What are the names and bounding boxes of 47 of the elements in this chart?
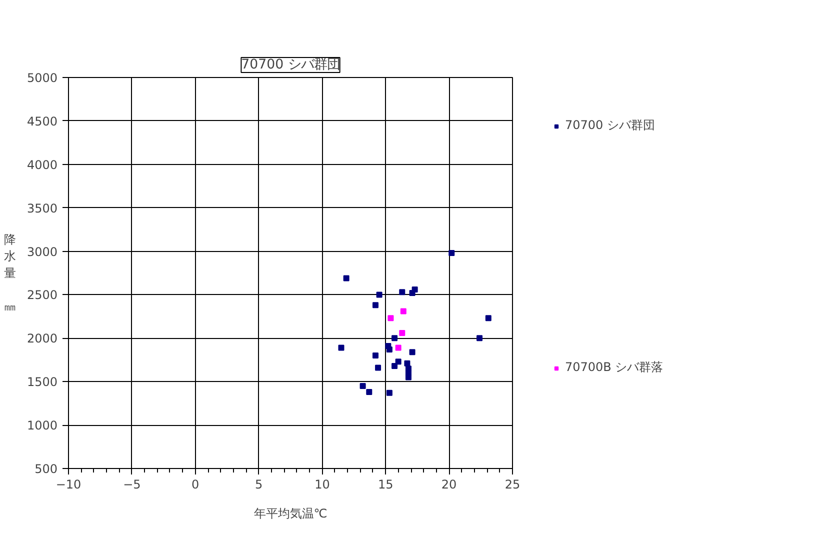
x-tick-label: 0 bbox=[192, 478, 200, 492]
x-tick-label: −5 bbox=[123, 478, 141, 492]
legend-label: 70700B シバ群落 bbox=[565, 359, 664, 376]
y-tick-label: 1000 bbox=[26, 418, 58, 433]
point bbox=[399, 289, 406, 296]
point bbox=[372, 352, 378, 359]
x-tick-label: 15 bbox=[378, 478, 394, 492]
x-tick-label: 10 bbox=[314, 478, 330, 492]
point bbox=[338, 344, 344, 351]
point bbox=[448, 250, 455, 256]
y-tick-label: 3000 bbox=[26, 244, 58, 259]
y-tick-label: 2500 bbox=[26, 288, 58, 302]
point bbox=[409, 349, 416, 356]
y-tick-label: 5000 bbox=[26, 71, 58, 85]
point bbox=[372, 302, 378, 308]
point bbox=[405, 374, 412, 380]
point bbox=[476, 335, 483, 342]
point bbox=[360, 382, 366, 389]
point bbox=[388, 315, 394, 322]
point bbox=[343, 275, 350, 282]
x-tick-label: 20 bbox=[441, 478, 457, 492]
text: 降水量㎜ bbox=[4, 232, 16, 314]
point bbox=[399, 330, 406, 336]
point bbox=[485, 315, 492, 322]
x-axis-title: 年平均気温℃ bbox=[254, 506, 328, 520]
point bbox=[386, 346, 392, 352]
point bbox=[376, 292, 382, 298]
point bbox=[366, 389, 372, 396]
x-tick-label: 25 bbox=[504, 478, 520, 492]
x-tick-label: −10 bbox=[56, 478, 82, 492]
point bbox=[392, 362, 398, 369]
point bbox=[375, 364, 382, 371]
y-tick-label: 500 bbox=[34, 462, 58, 476]
legend-label: 70700 シバ群団 bbox=[565, 117, 655, 134]
point bbox=[392, 335, 398, 342]
y-tick-label: 3500 bbox=[26, 201, 58, 216]
x-tick-label: 5 bbox=[254, 478, 263, 492]
chart-title: 70700 シバ群団 bbox=[241, 58, 340, 72]
y-tick-label: 4000 bbox=[26, 158, 58, 172]
y-tick-label: 2000 bbox=[26, 332, 58, 346]
point bbox=[400, 308, 406, 314]
point bbox=[386, 390, 392, 396]
y-tick-label: 4500 bbox=[26, 114, 58, 128]
point bbox=[395, 344, 402, 351]
point bbox=[409, 290, 416, 296]
point bbox=[395, 358, 402, 365]
y-tick-label: 1500 bbox=[26, 375, 58, 390]
